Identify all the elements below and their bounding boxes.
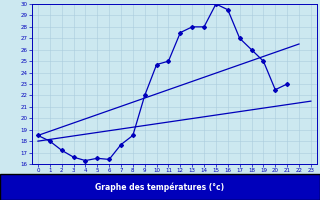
Text: Graphe des températures (°c): Graphe des températures (°c) (95, 182, 225, 192)
